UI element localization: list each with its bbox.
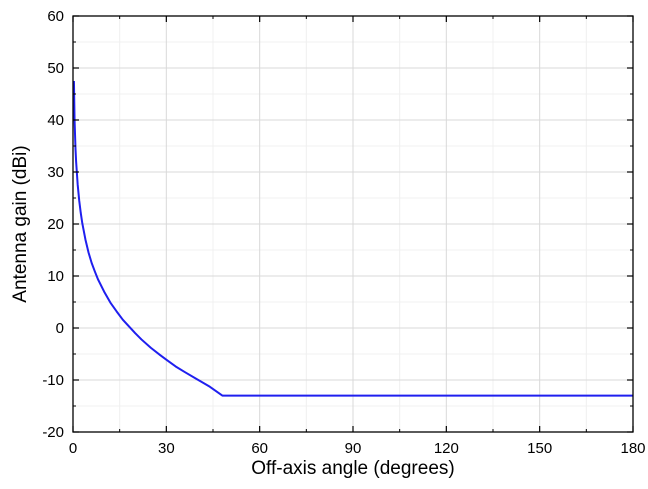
y-tick-label: 20 (47, 216, 64, 233)
x-tick-label: 0 (69, 440, 77, 457)
tick-labels: 0 30 60 90 120 150 180 -20 -10 0 10 20 30 40 50 60 (42, 8, 645, 457)
y-axis-title: Antenna gain (dBi) (10, 145, 31, 302)
x-tick-label: 90 (345, 440, 362, 457)
y-tick-label: 50 (47, 60, 64, 77)
x-tick-label: 60 (251, 440, 268, 457)
y-tick-label: 30 (47, 164, 64, 181)
y-tick-label: -20 (42, 424, 64, 441)
ticks (72, 15, 634, 433)
grid (72, 15, 634, 433)
series-line (72, 80, 633, 397)
y-tick-label: 10 (47, 268, 64, 285)
y-tick-label: 0 (56, 320, 64, 337)
series-layer (72, 80, 633, 397)
y-tick-label: 40 (47, 112, 64, 129)
x-tick-label: 120 (434, 440, 459, 457)
x-axis-title: Off-axis angle (degrees) (251, 458, 454, 479)
y-tick-label: 60 (47, 8, 64, 25)
x-tick-label: 150 (527, 440, 552, 457)
x-tick-label: 180 (620, 440, 645, 457)
y-tick-label: -10 (42, 372, 64, 389)
x-tick-label: 30 (158, 440, 175, 457)
